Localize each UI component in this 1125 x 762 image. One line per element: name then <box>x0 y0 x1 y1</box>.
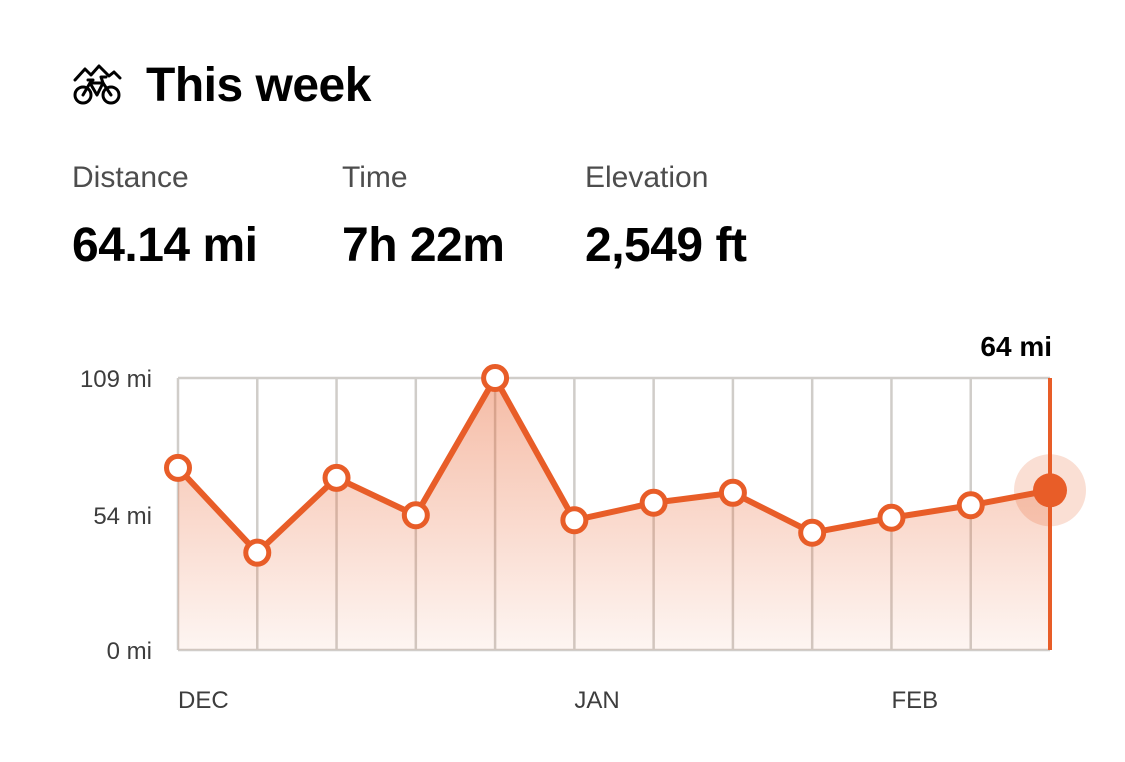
stat-distance: Distance 64.14 mi <box>72 160 258 273</box>
data-point <box>798 518 827 547</box>
x-tick-label: DEC <box>178 687 229 714</box>
data-point <box>560 506 589 535</box>
stat-time: Time 7h 22m <box>342 160 505 273</box>
stat-value: 64.14 mi <box>72 219 258 272</box>
stat-value: 2,549 ft <box>585 219 747 272</box>
stat-label: Elevation <box>585 161 709 194</box>
stat-label: Distance <box>72 161 189 194</box>
data-point <box>164 453 192 482</box>
header: This week <box>72 58 371 113</box>
y-tick-label: 109 mi <box>80 366 152 393</box>
data-point <box>956 491 985 520</box>
y-tick-label: 0 mi <box>107 638 152 665</box>
y-tick-label: 54 mi <box>93 503 152 530</box>
stat-elevation: Elevation 2,549 ft <box>585 160 747 273</box>
data-point <box>243 538 272 567</box>
stat-value: 7h 22m <box>342 219 505 272</box>
page-title: This week <box>146 59 371 112</box>
data-point <box>401 501 430 530</box>
highlight-value-label: 64 mi <box>980 331 1052 362</box>
bike-mountain-icon <box>72 58 122 113</box>
data-point <box>322 463 351 492</box>
data-point <box>481 364 510 392</box>
data-point <box>877 503 906 532</box>
stat-label: Time <box>342 161 408 194</box>
x-tick-label: JAN <box>574 687 619 714</box>
highlight-point <box>1033 473 1067 508</box>
data-point <box>718 478 747 507</box>
x-tick-label: FEB <box>891 687 938 714</box>
weekly-distance-chart: 0 mi 54 mi 109 mi DEC JAN FEB 64 mi <box>80 331 1086 714</box>
data-point <box>639 488 668 517</box>
